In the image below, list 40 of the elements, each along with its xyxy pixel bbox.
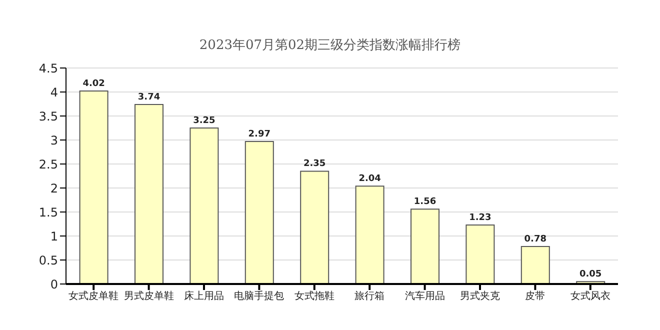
x-tick-label: 女式皮单鞋 (68, 290, 119, 302)
x-tick-label: 旅行箱 (354, 290, 385, 302)
data-label: 2.04 (358, 174, 381, 184)
data-label: 4.02 (82, 79, 105, 90)
y-tick-label: 2 (50, 181, 58, 196)
y-tick-label: 3 (50, 133, 58, 148)
bar (466, 224, 495, 284)
y-tick-label: 1 (50, 229, 58, 244)
x-tick-label: 女式风衣 (570, 290, 610, 302)
bar (79, 90, 108, 284)
data-label: 3.74 (138, 92, 160, 102)
y-tick-label: 4.5 (38, 61, 58, 76)
x-tick-label: 男式皮单鞋 (124, 290, 174, 302)
x-tick-label: 男式夹克 (460, 290, 500, 302)
x-tick-label: 床上用品 (184, 290, 224, 302)
x-tick-label: 汽车用品 (404, 290, 445, 302)
bar (244, 140, 274, 284)
data-label: 1.56 (414, 197, 436, 208)
data-label: 2.97 (248, 129, 271, 140)
y-tick-label: 2.5 (38, 157, 58, 172)
bar (190, 128, 219, 284)
y-tick-label: 0.5 (38, 253, 58, 268)
data-label: 2.35 (303, 159, 326, 170)
x-tick-label: 皮带 (525, 290, 546, 302)
x-tick-label: 女式拖鞋 (294, 290, 334, 302)
y-tick-label: 3.5 (38, 109, 58, 124)
bar (355, 186, 384, 284)
data-label: 0.05 (579, 270, 602, 280)
y-tick-label: 4 (50, 85, 58, 100)
bar (134, 104, 164, 284)
chart-title: 2023年07月第02期三级分类指数涨幅排行榜 (198, 37, 462, 55)
bar (300, 170, 330, 284)
data-label: 0.78 (524, 234, 547, 245)
y-tick-label: 0 (50, 277, 58, 292)
data-label: 1.23 (469, 212, 492, 223)
data-label: 3.25 (193, 116, 216, 126)
y-tick-label: 1.5 (38, 205, 58, 220)
bar (520, 246, 550, 284)
x-tick-label: 电脑手提包 (234, 290, 284, 302)
bar (410, 208, 440, 284)
